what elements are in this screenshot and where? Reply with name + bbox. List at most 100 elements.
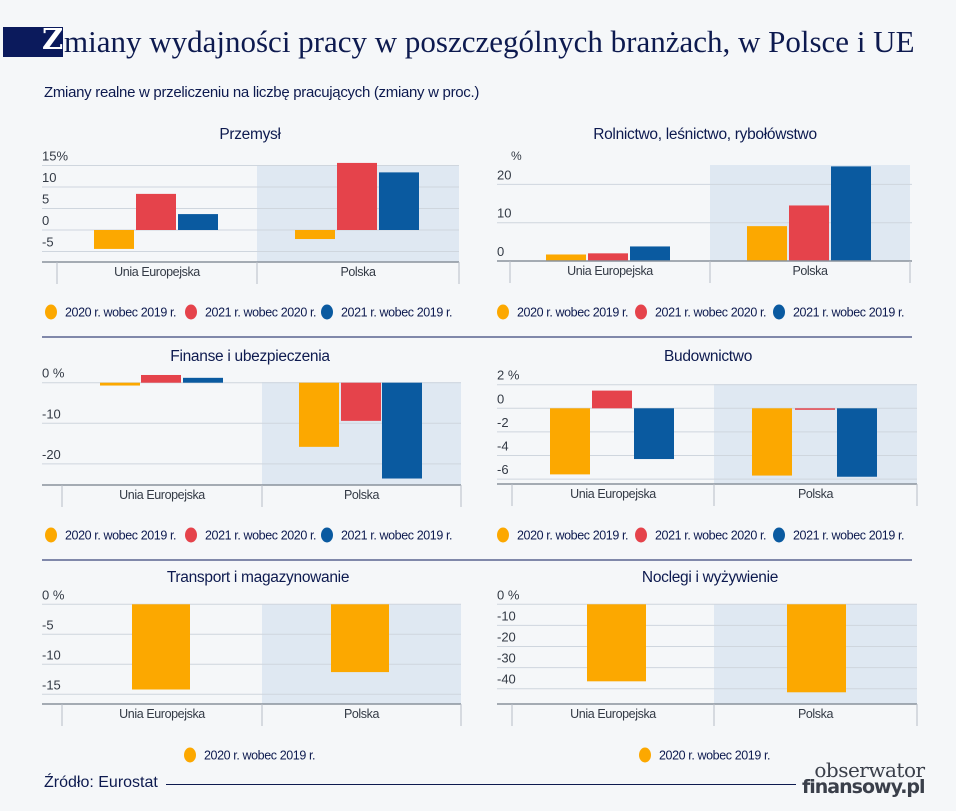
logo: obserwator finansowy.pl	[802, 758, 926, 798]
legend-marker	[635, 304, 647, 320]
bar-pl-series-2	[795, 408, 835, 410]
legend-marker	[45, 527, 57, 543]
y-tick-label: 20	[497, 167, 511, 182]
bar-pl-series-3	[379, 172, 419, 230]
y-tick-label: 2 %	[497, 368, 520, 383]
legend-label: 2021 r. wobec 2020 r.	[655, 529, 766, 543]
bar-pl-series-2	[337, 162, 377, 230]
legend-marker	[321, 304, 333, 320]
bar-ue-series-2	[141, 374, 181, 383]
y-tick-label: 0 %	[42, 587, 65, 602]
bar-ue-series-3	[630, 246, 670, 261]
bar-pl-series-1	[295, 230, 335, 240]
y-tick-label: -20	[497, 630, 516, 645]
legend-label: 2021 r. wobec 2020 r.	[655, 306, 766, 320]
bar-pl-series-3	[837, 408, 877, 477]
y-tick-label: 15%	[42, 149, 68, 164]
bar-pl-series-1	[331, 604, 389, 673]
chart-title-przemysl: Przemysł	[219, 126, 281, 143]
legend-label: 2021 r. wobec 2019 r.	[341, 306, 452, 320]
bar-pl-series-1	[752, 408, 792, 476]
y-tick-label: -10	[42, 406, 61, 421]
chart-title-noclegi: Noclegi i wyżywienie	[641, 569, 779, 586]
bar-ue-series-3	[634, 408, 674, 460]
category-label: Unia Europejska	[570, 707, 656, 721]
legend-label: 2020 r. wobec 2019 r.	[517, 306, 628, 320]
y-tick-label: -6	[497, 462, 509, 477]
y-tick-label: -40	[497, 672, 516, 687]
legend-marker	[185, 304, 197, 320]
chart-title-rolnictwo: Rolnictwo, leśnictwo, rybołówstwo	[593, 126, 817, 143]
legend-marker	[773, 527, 785, 543]
y-tick-label: -5	[42, 235, 54, 250]
y-tick-label: -5	[42, 617, 54, 632]
bar-pl-series-1	[747, 226, 787, 261]
chart-title-transport: Transport i magazynowanie	[166, 569, 350, 586]
y-tick-label: 0 %	[42, 366, 65, 381]
legend-label: 2021 r. wobec 2019 r.	[341, 529, 452, 543]
bar-ue-series-1	[100, 382, 140, 386]
legend-marker	[635, 527, 647, 543]
footer-divider	[166, 784, 796, 785]
legend-label: 2021 r. wobec 2020 r.	[205, 529, 316, 543]
legend-label: 2020 r. wobec 2019 r.	[204, 749, 315, 763]
legend-label: 2020 r. wobec 2019 r.	[517, 529, 628, 543]
category-label: Unia Europejska	[570, 487, 656, 501]
y-tick-label: -4	[497, 439, 509, 454]
y-tick-label: -15	[42, 677, 61, 692]
bar-ue-series-3	[183, 377, 223, 383]
title-accent-block	[3, 27, 63, 57]
bar-ue-series-3	[178, 214, 218, 230]
bar-pl-series-1	[787, 604, 846, 693]
legend-marker	[639, 747, 651, 763]
y-tick-label: 0	[497, 244, 504, 259]
y-unit-label: %	[511, 149, 522, 163]
logo-line1: obserwator	[814, 758, 925, 782]
y-tick-label: 5	[42, 192, 49, 207]
category-label: Polska	[344, 488, 380, 502]
category-label: Polska	[344, 707, 380, 721]
legend-marker	[773, 304, 785, 320]
category-label: Unia Europejska	[119, 707, 205, 721]
chart-title-finanse: Finanse i ubezpieczenia	[170, 348, 330, 365]
legend-marker	[321, 527, 333, 543]
y-tick-label: -10	[42, 647, 61, 662]
legend-label: 2021 r. wobec 2019 r.	[793, 529, 904, 543]
bar-ue-series-1	[132, 604, 190, 690]
page-title: miany wydajności pracy w poszczególnych …	[64, 24, 915, 59]
legend-marker	[497, 304, 509, 320]
y-tick-label: -20	[42, 447, 61, 462]
bar-pl-series-3	[382, 382, 422, 479]
bar-ue-series-1	[94, 230, 134, 249]
y-tick-label: 0	[42, 213, 49, 228]
category-label: Unia Europejska	[567, 264, 653, 278]
legend-marker	[185, 527, 197, 543]
source-note: Źródło: Eurostat	[44, 774, 158, 791]
legend-marker	[184, 747, 196, 763]
y-tick-label: -30	[497, 651, 516, 666]
legend-label: 2020 r. wobec 2019 r.	[659, 749, 770, 763]
bar-ue-series-1	[546, 254, 586, 261]
y-tick-label: 0	[497, 391, 504, 406]
polska-shaded-region	[714, 384, 917, 484]
legend-marker	[497, 527, 509, 543]
category-label: Unia Europejska	[119, 488, 205, 502]
bar-pl-series-2	[789, 205, 829, 261]
logo-line2: finansowy.pl	[802, 776, 926, 798]
bar-pl-series-3	[831, 166, 871, 261]
legend-marker	[45, 304, 57, 320]
legend-label: 2020 r. wobec 2019 r.	[65, 306, 176, 320]
category-label: Polska	[792, 264, 828, 278]
bar-ue-series-1	[550, 408, 590, 475]
y-tick-label: -10	[497, 608, 516, 623]
bar-ue-series-2	[588, 253, 628, 261]
y-tick-label: 10	[497, 206, 511, 221]
bar-ue-series-1	[587, 604, 646, 682]
legend-label: 2021 r. wobec 2019 r.	[793, 306, 904, 320]
bar-ue-series-2	[592, 390, 632, 409]
category-label: Polska	[798, 707, 834, 721]
category-label: Polska	[798, 487, 834, 501]
bar-ue-series-2	[136, 193, 176, 230]
bar-pl-series-2	[341, 382, 381, 421]
